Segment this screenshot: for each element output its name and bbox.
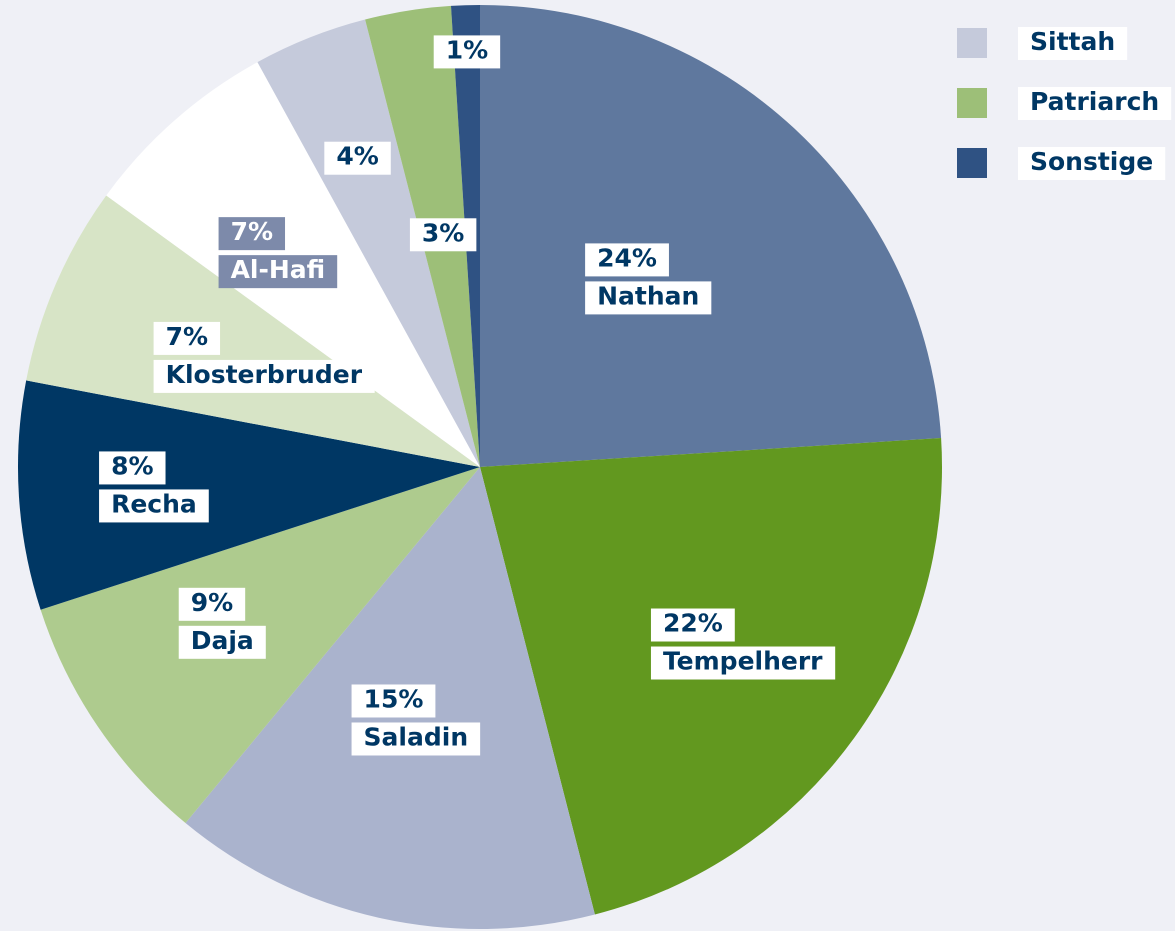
slice-value-label-box xyxy=(650,608,735,642)
slice-value-label-box xyxy=(178,587,246,621)
slice-label: 4% xyxy=(336,142,378,171)
slice-name-label-box xyxy=(99,489,209,523)
slice-label-box xyxy=(409,218,477,252)
slice-value-label: 9% xyxy=(191,588,233,617)
pie-slice xyxy=(17,380,480,610)
slice-value-label: 15% xyxy=(364,684,424,713)
slice-name-label: Klosterbruder xyxy=(166,360,363,389)
legend-swatch xyxy=(957,28,987,58)
legend-label-box xyxy=(1018,27,1128,60)
legend-label: Sonstige xyxy=(1030,147,1153,176)
slice-name-label-box xyxy=(650,646,836,680)
slice-value-label-box xyxy=(585,243,669,277)
pie-slice xyxy=(257,19,480,467)
pie-slice xyxy=(26,195,481,467)
slice-value-label-box xyxy=(153,321,221,355)
slice-value-label-box xyxy=(218,217,286,251)
legend-label-box xyxy=(1018,87,1172,120)
slice-value-label-box xyxy=(99,451,166,485)
legend-swatch xyxy=(957,88,987,118)
legend-swatch xyxy=(957,148,987,178)
slice-value-label-box xyxy=(351,684,436,718)
pie-slice xyxy=(480,5,942,467)
slice-value-label: 7% xyxy=(166,322,208,351)
slice-name-label-box xyxy=(585,281,712,315)
slice-value-label: 24% xyxy=(597,243,657,272)
slice-name-label: Recha xyxy=(111,489,197,518)
slice-name-label-box xyxy=(351,722,481,756)
slice-name-label-box xyxy=(178,625,266,659)
slice-name-label: Daja xyxy=(191,626,254,655)
slice-label-box xyxy=(324,141,391,175)
slice-name-label: Nathan xyxy=(597,281,699,310)
legend-label-box xyxy=(1018,147,1166,180)
slice-value-label: 7% xyxy=(231,217,273,246)
slice-name-label: Al-Hafi xyxy=(231,255,326,284)
slice-name-label: Tempelherr xyxy=(663,647,823,676)
slice-name-label: Saladin xyxy=(364,722,469,751)
slice-name-label-box xyxy=(153,359,375,393)
slice-name-label-box xyxy=(218,255,338,289)
legend-label: Sittah xyxy=(1030,27,1115,56)
slice-value-label: 8% xyxy=(111,451,153,480)
legend-label: Patriarch xyxy=(1030,87,1159,116)
slice-label: 3% xyxy=(422,218,464,247)
slice-value-label: 22% xyxy=(663,609,723,638)
slice-label-box xyxy=(433,35,501,69)
slice-label: 1% xyxy=(446,35,488,64)
